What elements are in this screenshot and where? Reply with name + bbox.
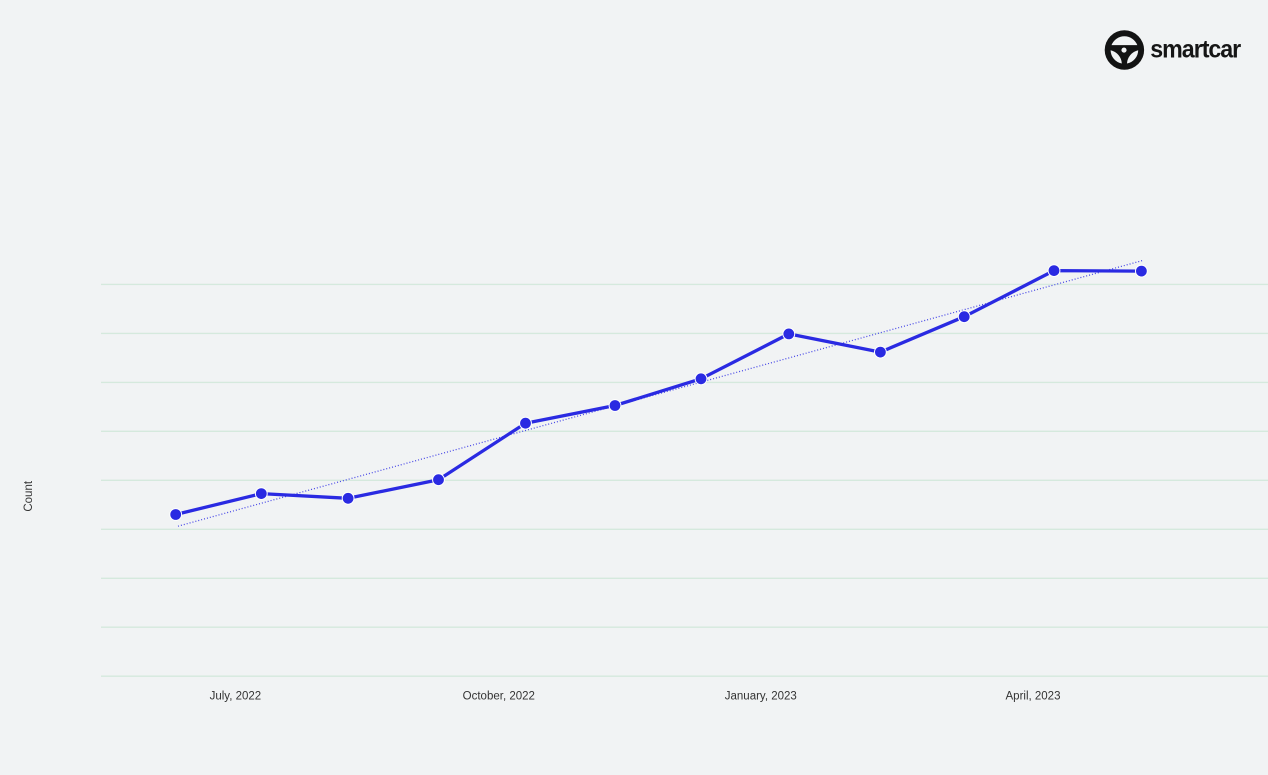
svg-text:July, 2022: July, 2022	[210, 691, 262, 703]
svg-text:smartcar: smartcar	[1150, 36, 1241, 64]
svg-text:October, 2022: October, 2022	[463, 691, 535, 703]
svg-text:January, 2023: January, 2023	[725, 691, 797, 703]
svg-text:Count: Count	[23, 480, 35, 511]
svg-text:April, 2023: April, 2023	[1006, 691, 1061, 703]
